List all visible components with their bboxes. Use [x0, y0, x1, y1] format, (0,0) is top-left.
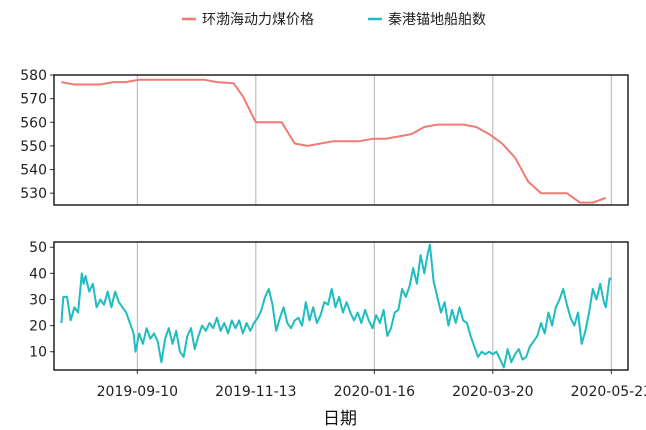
- bottom-panel: 10 20 30 40 50: [29, 240, 629, 371]
- y-tick-label-bottom-4: 50: [29, 240, 47, 256]
- panel-frame-bottom: [53, 241, 629, 371]
- x-tick-label-1: 2019-11-13: [215, 384, 296, 400]
- x-tick-label-3: 2020-03-20: [452, 384, 533, 400]
- series-line-price: [61, 78, 607, 204]
- y-tick-label-top-0: 530: [20, 186, 47, 202]
- y-tick-label-top-5: 580: [20, 68, 47, 84]
- x-tick-label-2: 2020-01-16: [334, 384, 415, 400]
- y-tick-label-top-3: 560: [20, 115, 47, 131]
- y-tick-label-top-4: 570: [20, 92, 47, 108]
- legend: 环渤海动力煤价格 秦港锚地船舶数: [182, 12, 486, 28]
- y-tick-label-top-1: 540: [20, 163, 47, 179]
- legend-label-price: 环渤海动力煤价格: [202, 12, 314, 28]
- top-panel: 530 540 550 560 570 580: [20, 68, 629, 206]
- x-tick-label-0: 2019-09-10: [97, 384, 178, 400]
- y-tick-label-bottom-1: 20: [29, 319, 47, 335]
- y-tick-label-top-2: 550: [20, 139, 47, 155]
- y-tick-label-bottom-0: 10: [29, 345, 47, 361]
- y-tick-label-bottom-2: 30: [29, 292, 47, 308]
- x-axis-title: 日期: [323, 409, 357, 429]
- x-tick-label-4: 2020-05-23: [571, 384, 646, 400]
- y-tick-label-bottom-3: 40: [29, 266, 47, 282]
- series-line-ships: [60, 243, 612, 369]
- legend-label-ships: 秦港锚地船舶数: [388, 12, 486, 28]
- panel-frame-top: [53, 74, 629, 206]
- x-axis: 2019-09-10 2019-11-13 2020-01-16 2020-03-20…: [97, 370, 646, 400]
